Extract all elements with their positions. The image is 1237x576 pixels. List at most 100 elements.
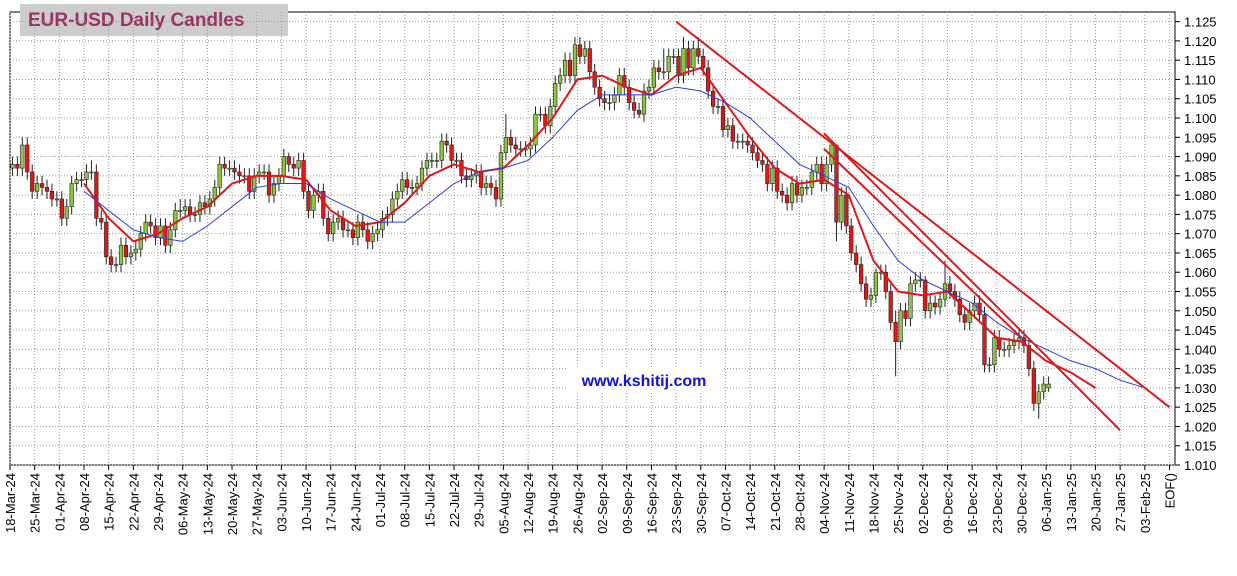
candle-body: [429, 160, 434, 162]
y-tick-label: 1.050: [1184, 304, 1217, 319]
candle-body: [242, 175, 247, 178]
candle-body: [84, 171, 89, 181]
candle-body: [725, 125, 730, 130]
watermark: www.kshitij.com: [581, 373, 707, 390]
candle-body: [64, 206, 69, 219]
candle-body: [271, 183, 277, 196]
candle-body: [661, 71, 666, 74]
candle-body: [355, 221, 360, 238]
x-tick-label: 13-May-24: [200, 473, 215, 535]
candle-body: [873, 271, 879, 296]
candle-body: [123, 244, 129, 258]
candle-body: [291, 163, 296, 169]
candle-body: [656, 67, 661, 73]
candle-body: [1046, 383, 1051, 389]
candle-body: [636, 110, 642, 115]
candle-body: [25, 144, 30, 173]
candle-body: [449, 144, 454, 161]
y-tick-label: 1.125: [1184, 15, 1217, 30]
candle-body: [183, 206, 188, 211]
candle-body: [276, 175, 282, 184]
candle-body: [232, 167, 237, 173]
x-tick-label: 29-Apr-24: [151, 473, 166, 531]
y-tick-label: 1.085: [1184, 169, 1217, 184]
candle-body: [30, 171, 35, 192]
candle-body: [982, 314, 987, 366]
y-tick-label: 1.110: [1184, 72, 1216, 87]
candle-body: [113, 264, 119, 266]
x-tick-label: 25-Nov-24: [891, 473, 906, 534]
candle-body: [582, 48, 587, 57]
x-tick-label: 30-Dec-24: [1014, 473, 1029, 534]
y-tick-label: 1.020: [1184, 419, 1217, 434]
y-tick-label: 1.065: [1184, 246, 1217, 261]
candle-body: [785, 194, 790, 204]
candle-body: [720, 106, 726, 130]
candle-body: [508, 136, 513, 146]
x-tick-label: 20-May-24: [225, 473, 240, 535]
candle-body: [35, 183, 40, 192]
candle-body: [834, 144, 839, 223]
candle-body: [390, 198, 395, 215]
candle-body: [824, 163, 829, 184]
x-tick-label: 30-Sep-24: [694, 473, 709, 534]
candle-body: [10, 163, 15, 169]
candle-body: [143, 221, 148, 234]
candle-body: [104, 221, 109, 258]
x-tick-label: 10-Jun-24: [299, 473, 314, 532]
x-tick-label: 08-Apr-24: [77, 473, 92, 531]
candle-body: [745, 140, 750, 146]
candle-body: [710, 90, 716, 107]
candle-body: [854, 252, 859, 265]
candle-body: [632, 102, 637, 111]
x-tick-label: 22-Apr-24: [126, 473, 141, 531]
candle-body: [306, 190, 311, 211]
candle-body: [957, 298, 962, 315]
candle-body: [336, 217, 341, 223]
candle-body: [908, 283, 913, 319]
candle-body: [681, 48, 686, 76]
candle-body: [562, 59, 568, 76]
candle-body: [903, 310, 908, 319]
x-tick-label: 08-Jul-24: [398, 473, 413, 527]
candle-body: [676, 56, 681, 76]
candle-body: [498, 152, 504, 200]
x-tick-label: 29-Jul-24: [472, 473, 487, 527]
candle-body: [992, 337, 997, 366]
candle-body: [1031, 368, 1036, 404]
candle-body: [1002, 349, 1007, 351]
candle-body: [888, 291, 893, 323]
y-tick-label: 1.010: [1184, 458, 1217, 473]
candle-body: [893, 322, 898, 342]
candle-body: [849, 225, 854, 254]
candle-body: [301, 160, 306, 192]
x-tick-label: 03-Feb-25: [1138, 473, 1153, 533]
x-tick-label: 19-Aug-24: [546, 473, 561, 534]
candle-body: [350, 229, 356, 238]
candle-body: [548, 106, 553, 127]
candle-body: [967, 310, 972, 323]
candle-body: [424, 160, 430, 169]
candle-body: [365, 229, 370, 242]
candle-body: [612, 94, 617, 103]
candle-body: [400, 179, 405, 192]
moving-average: [83, 86, 1145, 389]
candle-body: [281, 156, 286, 177]
candle-body: [414, 183, 420, 188]
candle-body: [311, 194, 316, 211]
trend-line: [675, 20, 1171, 408]
candle-body: [602, 98, 607, 103]
candle-body: [760, 160, 765, 165]
x-tick-label: 09-Dec-24: [940, 473, 955, 534]
candle-body: [493, 187, 499, 200]
candle-body: [1026, 345, 1031, 369]
candle-body: [641, 90, 647, 115]
candle-body: [997, 337, 1002, 350]
x-tick-label: 24-Jun-24: [348, 473, 363, 532]
x-tick-label: 16-Sep-24: [644, 473, 659, 534]
candle-body: [99, 217, 104, 223]
candle-body: [79, 179, 84, 182]
x-tick-label: 17-Jun-24: [324, 473, 339, 532]
x-tick-label: 18-Mar-24: [3, 473, 18, 533]
